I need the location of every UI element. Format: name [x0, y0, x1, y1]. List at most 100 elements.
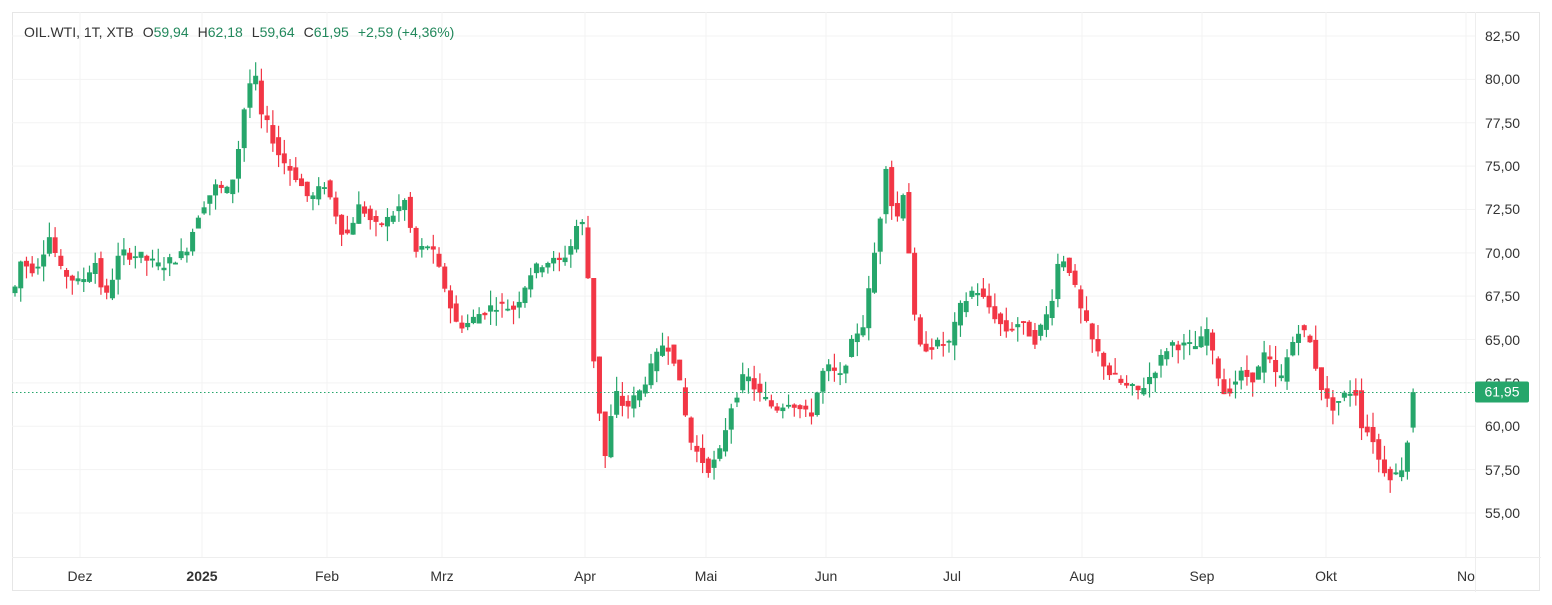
- candle-down: [293, 157, 299, 183]
- candle-up: [1129, 382, 1135, 396]
- candle-down: [1135, 385, 1141, 400]
- time-axis[interactable]: Dez 2025 Feb Mrz Apr Mai Jun Jul Aug Sep Okt No: [12, 557, 1475, 592]
- candle-down: [379, 222, 385, 228]
- axis-corner: [1475, 557, 1541, 592]
- candle-down: [1381, 445, 1387, 477]
- candle-down: [940, 331, 946, 357]
- candle-up: [574, 219, 580, 253]
- candle-up: [1147, 362, 1153, 398]
- candle-up: [150, 249, 156, 268]
- candle-up: [1232, 370, 1238, 399]
- candle-down: [344, 215, 350, 235]
- candle-down: [1084, 296, 1090, 323]
- candle-down: [1009, 322, 1015, 333]
- candle-up: [539, 265, 545, 278]
- chart-plot-area[interactable]: [12, 12, 1475, 557]
- low-value: 59,64: [259, 24, 295, 40]
- candle-up: [46, 222, 52, 257]
- candle-up: [866, 275, 872, 341]
- candle-down: [436, 247, 442, 268]
- candle-up: [1043, 306, 1049, 338]
- candle-down: [980, 278, 986, 299]
- price-axis[interactable]: 82,50 80,00 77,50 75,00 72,50 70,00 67,50 65,00…: [1475, 12, 1541, 557]
- candle-up: [1290, 336, 1296, 357]
- candle-up: [465, 314, 471, 331]
- candle-up: [935, 337, 941, 350]
- candle-down: [1101, 351, 1107, 380]
- candle-up: [402, 198, 408, 221]
- candle-down: [1066, 257, 1072, 277]
- candle-up: [1255, 365, 1261, 380]
- candle-up: [533, 262, 539, 279]
- candle-down: [499, 293, 505, 318]
- candle-down: [705, 456, 711, 478]
- price-tick-label: 60,00: [1485, 418, 1521, 435]
- candle-down: [1359, 378, 1365, 441]
- candle-down: [774, 402, 780, 413]
- candle-up: [579, 219, 585, 236]
- candle-up: [975, 283, 981, 306]
- candle-down: [619, 382, 625, 417]
- candle-up: [1192, 330, 1198, 350]
- price-tick-label: 65,00: [1485, 331, 1521, 348]
- candle-up: [184, 247, 190, 263]
- candle-down: [258, 68, 264, 129]
- candle-up: [155, 248, 161, 271]
- candle-up: [241, 107, 247, 162]
- ohlc-legend: OIL.WTI, 1T, XTB O59,94 H62,18 L59,64 C61,95…: [24, 24, 454, 40]
- candle-up: [820, 368, 826, 404]
- candle-down: [1003, 307, 1009, 338]
- candle-up: [877, 216, 883, 265]
- candle-down: [1307, 334, 1313, 343]
- candle-down: [1330, 389, 1336, 425]
- candle-up: [734, 393, 740, 408]
- candle-up: [854, 323, 860, 357]
- candle-up: [350, 217, 356, 235]
- candle-up: [230, 179, 236, 204]
- candle-up: [253, 62, 259, 91]
- candle-up: [476, 307, 482, 324]
- price-tick-label: 75,00: [1485, 158, 1521, 175]
- time-tick-label: Aug: [1069, 568, 1095, 584]
- candle-up: [132, 245, 138, 269]
- candle-down: [694, 435, 700, 463]
- candle-up: [316, 177, 322, 206]
- time-tick-label: Feb: [314, 568, 340, 584]
- candle-up: [12, 285, 18, 297]
- candle-down: [367, 205, 373, 230]
- time-tick-label: Okt: [1315, 568, 1337, 584]
- candle-down: [986, 283, 992, 314]
- candle-down: [1364, 414, 1370, 437]
- candle-up: [356, 191, 362, 224]
- candle-down: [98, 251, 104, 295]
- candle-down: [602, 411, 608, 469]
- candle-down: [1267, 345, 1273, 364]
- candle-down: [1221, 368, 1227, 395]
- candle-down: [459, 315, 465, 334]
- candle-up: [1278, 364, 1284, 382]
- candle-up: [654, 348, 660, 383]
- candle-down: [757, 373, 763, 402]
- candle-down: [992, 293, 998, 324]
- candle-down: [1244, 355, 1250, 386]
- candle-down: [1112, 358, 1118, 375]
- candle-down: [768, 394, 774, 409]
- high-label: H: [197, 24, 208, 40]
- candle-up: [419, 238, 425, 258]
- candle-down: [218, 181, 224, 194]
- candle-down: [1215, 356, 1221, 387]
- time-tick-label: Sep: [1189, 568, 1215, 584]
- candle-up: [247, 69, 253, 119]
- time-tick-label: Apr: [574, 568, 596, 584]
- candle-up: [1347, 380, 1353, 407]
- candle-down: [791, 403, 797, 417]
- candle-up: [470, 309, 476, 325]
- candle-down: [29, 256, 35, 277]
- candle-down: [327, 179, 333, 200]
- candle-down: [276, 125, 282, 168]
- candle-up: [115, 242, 121, 295]
- candle-up: [516, 291, 522, 319]
- candle-down: [144, 254, 150, 276]
- candle-up: [1055, 253, 1061, 308]
- open-value: 59,94: [153, 24, 189, 40]
